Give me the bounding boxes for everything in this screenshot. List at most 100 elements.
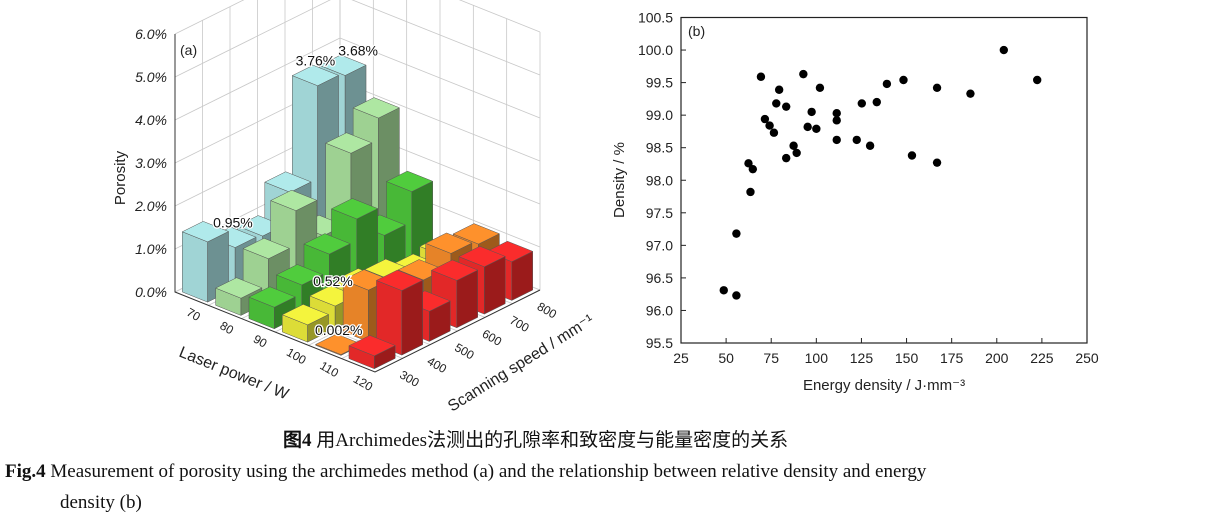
- laser-tick-label: 80: [218, 318, 237, 337]
- data-point: [732, 291, 741, 300]
- porosity-3d-bar-chart: 0.0%1.0%2.0%3.0%4.0%5.0%6.0%708090100110…: [112, 0, 597, 415]
- data-point: [852, 135, 861, 145]
- y-axis-title: Density / %: [611, 142, 628, 218]
- data-point: [865, 141, 875, 150]
- y-tick-label: 100.0: [638, 42, 673, 58]
- caption-en-line1: Fig.4 Measurement of porosity using the …: [5, 461, 926, 483]
- bar-data-label: 0.95%: [213, 214, 253, 230]
- caption-en-label: Fig.4: [5, 461, 46, 482]
- data-point: [899, 75, 908, 85]
- bar-data-label: 3.68%: [338, 42, 378, 58]
- data-point: [857, 99, 867, 108]
- bar: [375, 269, 424, 356]
- caption-cn: 图4 用Archimedes法测出的孔隙率和致密度与能量密度的关系: [283, 425, 788, 452]
- bar-top-face: [330, 198, 379, 220]
- density-scatter-chart: 25 50 75 100 125 150 175 200 225 250 95.5 96.0 96.5 9…: [611, 10, 1099, 395]
- bar-top-face: [325, 132, 373, 154]
- z-tick-label: 2.0%: [134, 198, 167, 214]
- y-tick-label: 96.5: [646, 270, 673, 286]
- data-point: [966, 89, 975, 98]
- panel-label-b: (b): [688, 23, 705, 39]
- x-tick-label: 250: [1075, 350, 1099, 366]
- x-tick-label: 25: [673, 350, 689, 366]
- caption-cn-text: 用Archimedes法测出的孔隙率和致密度与能量密度的关系: [316, 430, 789, 451]
- data-point: [769, 128, 779, 137]
- data-point: [772, 99, 781, 108]
- data-point: [999, 45, 1009, 55]
- data-point: [719, 286, 728, 295]
- bar: [348, 335, 396, 370]
- bar: [181, 221, 230, 303]
- z-axis-title: Porosity: [112, 150, 129, 205]
- x-tick-label: 200: [985, 350, 1009, 366]
- bar-top-face: [281, 304, 330, 326]
- y-tick-label: 99.5: [646, 75, 673, 91]
- data-point: [744, 159, 753, 168]
- data-point: [832, 135, 841, 145]
- panel-label-a: (a): [180, 42, 197, 58]
- laser-tick-label: 90: [251, 332, 270, 351]
- z-tick-label: 0.0%: [135, 284, 167, 300]
- bar-top-face: [375, 269, 424, 291]
- plot-frame: [680, 16, 1088, 344]
- caption-en-line2: density (b): [60, 492, 142, 513]
- y-tick-label: 99.0: [646, 107, 673, 123]
- data-point: [732, 229, 741, 238]
- bar-data-label: 3.76%: [296, 52, 336, 68]
- bar-top-face: [275, 264, 324, 286]
- y-tick-label: 97.5: [646, 205, 673, 221]
- data-point: [799, 69, 808, 79]
- x-tick-label: 175: [940, 350, 964, 366]
- bar-top-face: [425, 232, 473, 254]
- bar-top-face: [264, 171, 312, 193]
- data-point: [765, 121, 774, 130]
- data-point: [932, 83, 942, 93]
- y-tick-label: 97.0: [646, 237, 673, 253]
- bar-top-face: [215, 277, 263, 299]
- data-point: [872, 97, 881, 107]
- data-point: [815, 83, 825, 93]
- data-point: [932, 158, 942, 167]
- y-tick-label: 96.0: [646, 302, 673, 318]
- x-tick-label: 100: [805, 350, 829, 366]
- bars: [181, 54, 534, 370]
- x-axis-title: Energy density / J·mm⁻³: [803, 377, 965, 394]
- data-point: [760, 114, 770, 124]
- data-point: [803, 122, 812, 132]
- bar-top-face: [248, 286, 296, 308]
- data-point: [832, 116, 841, 125]
- data-point: [781, 102, 791, 111]
- bar-top-face: [352, 97, 400, 119]
- y-tick-label: 98.5: [646, 140, 673, 156]
- data-point: [789, 141, 798, 150]
- bar-top-face: [385, 170, 434, 192]
- bar-top-face: [458, 245, 506, 268]
- z-tick-label: 3.0%: [135, 155, 167, 171]
- x-tick-label: 150: [895, 350, 919, 366]
- laser-tick-label: 70: [184, 305, 203, 324]
- bar-top-face: [270, 189, 318, 211]
- data-point: [1032, 75, 1042, 85]
- z-tick-label: 4.0%: [135, 112, 167, 128]
- data-point: [907, 151, 917, 160]
- y-tick-label: 95.5: [646, 335, 673, 351]
- bar-top-face: [452, 223, 500, 245]
- z-tick-label: 1.0%: [135, 241, 167, 257]
- caption-en-text: Measurement of porosity using the archim…: [50, 461, 927, 482]
- bar-top-face: [291, 64, 340, 87]
- x-tick-label: 75: [763, 350, 779, 366]
- y-tick-label: 100.5: [638, 10, 673, 26]
- data-point: [792, 148, 801, 158]
- bar-top-face: [303, 233, 351, 255]
- bar-top-face: [348, 335, 396, 357]
- data-point: [756, 72, 766, 81]
- bar-top-face: [319, 54, 367, 76]
- caption-cn-label: 图4: [283, 430, 312, 451]
- bar-data-label: 0.52%: [313, 273, 353, 289]
- data-point: [812, 124, 821, 134]
- axis-frame: [174, 34, 541, 373]
- bar-top-face: [242, 237, 290, 260]
- y-tick-label: 98.0: [646, 172, 673, 188]
- data-point: [882, 79, 892, 89]
